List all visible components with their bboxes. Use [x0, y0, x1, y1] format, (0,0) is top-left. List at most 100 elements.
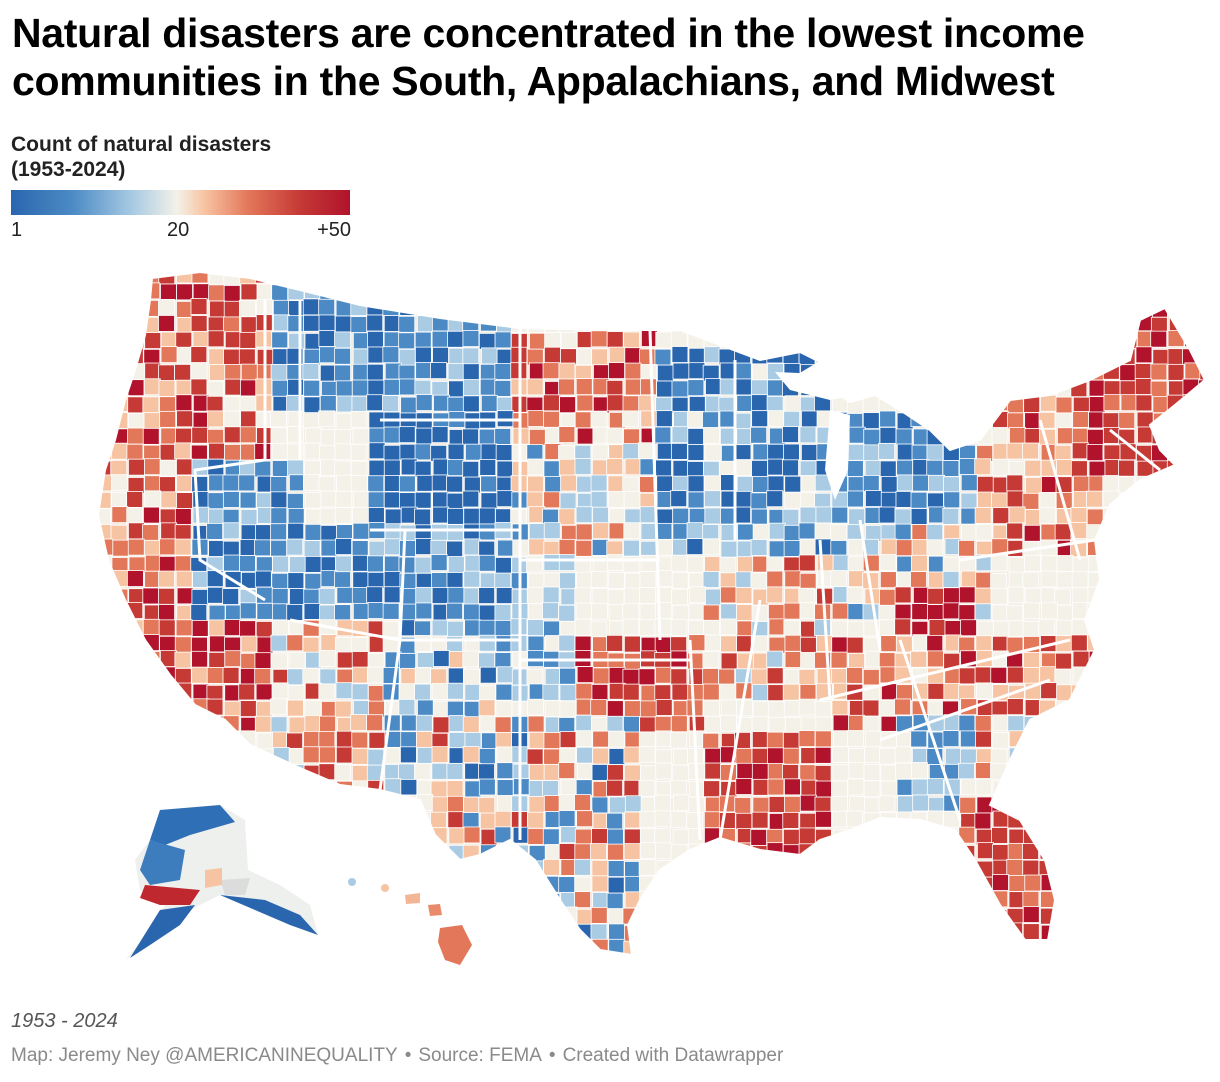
county-cell [302, 412, 320, 430]
county-cell [735, 587, 753, 604]
county-cell [848, 282, 866, 300]
county-cell [670, 810, 688, 828]
county-cell [926, 331, 944, 349]
county-cell [943, 683, 961, 700]
county-cell [1056, 555, 1074, 572]
county-cell [98, 812, 112, 829]
county-cell [879, 410, 897, 428]
county-cell [912, 908, 930, 926]
county-cell [98, 842, 114, 860]
county-cell [558, 794, 576, 811]
county-cell [495, 444, 513, 461]
county-cell [975, 523, 993, 541]
county-cell [1166, 283, 1184, 301]
county-cell [527, 828, 545, 845]
county-cell [558, 843, 576, 860]
county-cell [110, 604, 127, 622]
county-cell [1088, 778, 1105, 796]
county-cell [608, 954, 626, 955]
county-cell [526, 555, 543, 573]
county-cell [302, 828, 319, 846]
county-cell [1182, 316, 1200, 334]
county-cell [910, 893, 928, 910]
county-cell [334, 331, 351, 349]
county-cell [1070, 284, 1088, 302]
county-cell [430, 811, 447, 829]
county-cell [1199, 509, 1205, 526]
county-cell [479, 666, 497, 684]
county-cell [960, 523, 978, 541]
county-cell [543, 795, 561, 812]
county-cell [1056, 283, 1074, 301]
county-cell [1135, 394, 1153, 412]
county-cell [737, 957, 753, 973]
county-cell [752, 443, 770, 461]
county-cell [1102, 282, 1120, 300]
county-cell [944, 331, 962, 349]
county-cell [351, 586, 369, 604]
county-cell [174, 555, 192, 573]
county-cell [1088, 667, 1106, 684]
county-cell [864, 891, 882, 909]
county-cell [303, 588, 321, 606]
county-cell [926, 778, 944, 795]
county-cell [815, 810, 832, 828]
county-cell [814, 619, 831, 636]
county-cell [895, 491, 913, 508]
county-cell [687, 284, 705, 302]
county-cell [926, 444, 944, 462]
county-cell [576, 348, 594, 366]
county-cell [817, 922, 834, 940]
county-cell [800, 475, 818, 492]
county-cell [206, 746, 223, 764]
county-cell [256, 956, 272, 972]
county-cell [992, 507, 1010, 525]
county-cell [1039, 940, 1057, 955]
county-cell [945, 956, 961, 972]
county-cell [799, 272, 817, 284]
county-cell [574, 843, 592, 861]
county-cell [193, 939, 210, 955]
county-cell [1199, 443, 1205, 461]
county-cell [1087, 282, 1104, 300]
county-cell [158, 570, 175, 588]
county-cell [158, 315, 175, 332]
county-cell [98, 797, 113, 814]
county-cell [1119, 298, 1137, 315]
county-cell [1086, 747, 1104, 765]
county-cell [832, 332, 850, 350]
county-cell [288, 794, 306, 812]
county-cell [1024, 796, 1041, 813]
county-cell [353, 891, 370, 909]
county-cell [960, 924, 978, 941]
county-cell [303, 779, 321, 796]
county-cell [750, 572, 768, 590]
county-cell [974, 924, 992, 941]
county-cell [368, 731, 386, 749]
county-cell [1040, 570, 1058, 588]
county-cell [224, 364, 242, 381]
county-cell [207, 380, 225, 398]
county-cell [543, 284, 561, 302]
county-cell [142, 427, 160, 445]
county-cell [751, 272, 769, 284]
county-cell [1102, 315, 1120, 333]
county-cell [558, 762, 576, 779]
county-cell [432, 859, 450, 877]
county-cell [320, 272, 338, 284]
county-cell [478, 652, 496, 670]
county-cell [111, 957, 127, 973]
county-cell [687, 491, 705, 509]
county-cell [128, 522, 145, 540]
county-cell [288, 843, 306, 860]
county-cell [464, 780, 482, 798]
county-cell [223, 747, 241, 765]
county-cell [814, 765, 832, 782]
county-cell [318, 826, 336, 843]
county-cell [304, 700, 322, 717]
county-cell [288, 332, 306, 350]
county-cell [944, 747, 962, 765]
county-cell [255, 556, 273, 574]
county-cell [638, 619, 656, 637]
county-cell [398, 556, 416, 574]
